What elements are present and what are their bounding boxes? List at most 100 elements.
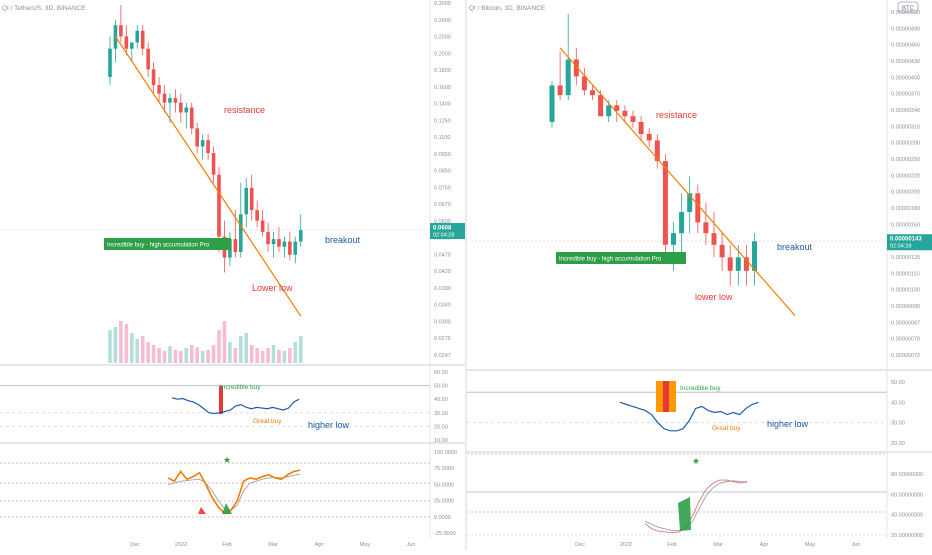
- price-tick-label: 0.00000280: [891, 141, 920, 147]
- osc2-signal-line: [644, 480, 748, 531]
- lower-low-label: Lower low: [252, 283, 293, 293]
- volume-bar: [282, 351, 287, 363]
- price-tick-label: 0.0600: [434, 219, 451, 225]
- candle-body: [119, 25, 123, 37]
- qi-usdt-chart[interactable]: QI / TetherUS, 3D, BINANCE 0.3000 0.2600 0.…: [0, 0, 466, 550]
- osc2-tick-label: 25.0000: [434, 499, 454, 505]
- candle-body: [277, 239, 281, 247]
- candle-body: [719, 244, 725, 258]
- breakout-label: breakout: [325, 235, 361, 245]
- volume-bar: [211, 345, 216, 363]
- candle-body: [255, 210, 259, 221]
- candle-body: [189, 107, 194, 129]
- right-chart-panel: QI / Bitcoin, 3D, BINANCE BTC 0.00000550 0.…: [467, 0, 932, 550]
- volume-bar: [260, 351, 265, 363]
- candle-body: [140, 30, 145, 49]
- price-tick-label: 0.00000100: [891, 288, 920, 294]
- candle-body: [151, 69, 156, 86]
- candle-body: [200, 140, 205, 147]
- volume-bar: [108, 330, 112, 363]
- volume-bar: [233, 348, 238, 363]
- volume-bar: [140, 336, 145, 363]
- volume-bar: [173, 349, 178, 363]
- currency-badge: BTC: [902, 6, 915, 12]
- price-tick-label: 0.00000110: [891, 271, 920, 277]
- candle-body: [573, 59, 579, 77]
- candle-body: [565, 59, 571, 96]
- osc1-tick-label: 60.00: [434, 370, 448, 376]
- time-tick-label: 2022: [620, 542, 632, 548]
- osc2-main-line: [167, 469, 301, 515]
- candle-body: [249, 187, 254, 211]
- candle-body: [752, 241, 757, 271]
- candle-body: [598, 95, 604, 117]
- price-tick-label: 0.0950: [434, 152, 451, 158]
- candle-body: [233, 239, 238, 253]
- osc2-tick-label: 80.00000000: [891, 472, 923, 478]
- volume-bar: [135, 339, 140, 363]
- candle-body: [679, 212, 685, 234]
- osc1-tick-label: 20.00: [891, 441, 905, 447]
- candle-body: [298, 230, 303, 242]
- candle-body: [293, 241, 298, 255]
- higher-low-label: higher low: [308, 420, 350, 430]
- price-tick-label: 0.2300: [434, 35, 451, 41]
- candle-body: [282, 241, 287, 247]
- panel-divider: [465, 0, 467, 550]
- volume-bar: [298, 336, 303, 363]
- price-tick-label: 0.1600: [434, 85, 451, 91]
- osc1-tick-label: 50.00: [434, 384, 448, 390]
- candle-body: [173, 98, 178, 103]
- price-tick-label: 0.00000072: [891, 353, 920, 359]
- buy-signal-bar: [219, 386, 223, 414]
- volume-bar: [130, 333, 134, 363]
- price-tick-label: 0.00000490: [891, 26, 920, 32]
- price-tick-label: 0.0380: [434, 286, 451, 292]
- buy-signal-label: Incredible buy - high accumulation Pro: [107, 243, 210, 249]
- osc1-tick-label: 20.00: [434, 424, 448, 430]
- price-tick-label: 0.0275: [434, 336, 451, 342]
- osc2-tick-label: -25.0000: [434, 531, 456, 537]
- volume-bar: [113, 327, 118, 363]
- buy-signal-box: [104, 238, 231, 250]
- price-tick-label: 0.0750: [434, 185, 451, 191]
- candle-body: [695, 193, 701, 223]
- candle-body: [557, 85, 563, 96]
- buy-signal-bar: [663, 381, 669, 412]
- candle-body: [288, 241, 292, 255]
- buy-signal-bar: [669, 381, 676, 412]
- candle-body: [735, 257, 741, 271]
- price-tick-label: 0.0470: [434, 252, 451, 258]
- resistance-label: resistance: [224, 105, 265, 115]
- price-tick-label: 0.1400: [434, 102, 451, 108]
- price-tick-label: 0.0670: [434, 202, 451, 208]
- volume-bar: [162, 351, 167, 363]
- osc1-tick-label: 40.00: [434, 397, 448, 403]
- price-tick-label: 0.00000220: [891, 173, 920, 179]
- last-price-value: 0.00000143: [890, 237, 922, 243]
- volume-bar: [206, 349, 210, 363]
- candle-body: [157, 85, 161, 94]
- price-tick-label: 0.00000079: [891, 337, 920, 343]
- resistance-trendline: [114, 36, 302, 317]
- candle-body: [271, 239, 276, 245]
- osc2-tick-label: 20.00000000: [891, 533, 923, 539]
- price-tick-label: 0.0850: [434, 169, 451, 175]
- currency-badge-box: [897, 1, 919, 13]
- osc2-cross-fill: [198, 507, 206, 514]
- chart-title: QI / Bitcoin, 3D, BINANCE: [469, 5, 546, 12]
- candle-body: [184, 107, 189, 113]
- candle-body: [179, 102, 183, 113]
- price-tick-label: 0.0420: [434, 269, 451, 275]
- candle-body: [662, 161, 668, 245]
- candle-body: [581, 76, 587, 91]
- higher-low-label: higher low: [767, 419, 809, 429]
- candle-body: [168, 98, 172, 103]
- time-tick-label: Jun: [852, 542, 861, 548]
- volume-bar: [195, 347, 199, 363]
- time-tick-label: Mar: [268, 542, 278, 548]
- candle-body: [206, 140, 210, 153]
- time-tick-label: May: [805, 542, 816, 548]
- price-tick-label: 0.00000370: [891, 92, 920, 98]
